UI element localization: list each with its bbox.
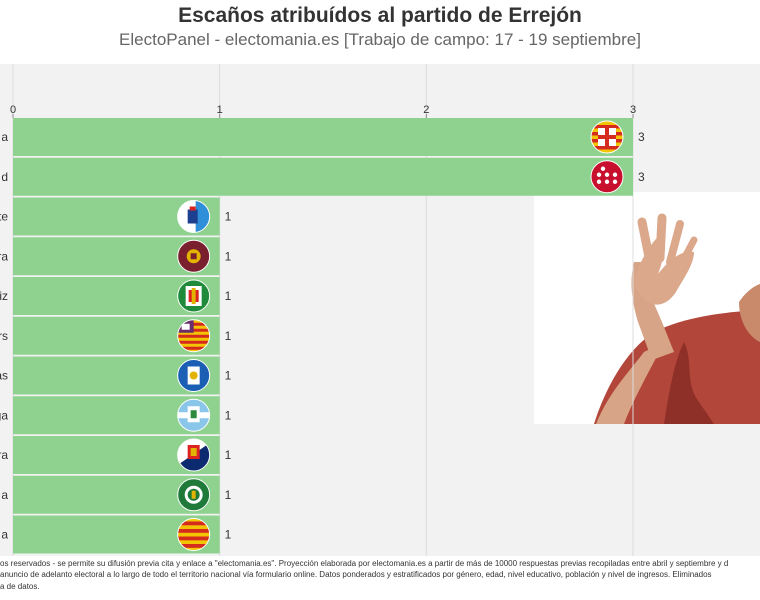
flag-cadiz-icon [177, 279, 211, 313]
bar-chart: 0 1 2 3 a 3 d 3 te 1 ra 1 iz 1 rs 1 as 1 ga 1 ra 1 a 1 a 1 [0, 64, 645, 556]
value-label: 1 [225, 448, 232, 462]
x-tick-label: 3 [630, 104, 636, 116]
category-label: a [1, 528, 8, 542]
category-label: a [1, 488, 8, 502]
category-label: ra [0, 249, 8, 263]
chart-header: Escaños atribuídos al partido de Errejón… [0, 0, 760, 64]
value-label: 1 [225, 289, 232, 303]
category-label: ga [0, 408, 8, 422]
flag-valencia-icon [177, 239, 211, 273]
bars-layer [13, 118, 633, 554]
flag-madrid-icon [590, 160, 624, 194]
value-label: 1 [225, 210, 232, 224]
person-photo-illustration [594, 213, 760, 424]
x-tick-label: 0 [10, 104, 16, 116]
category-label: a [1, 130, 8, 144]
x-tick-label: 2 [423, 104, 429, 116]
flag-sevilla-icon [177, 478, 211, 512]
footer-line-1: os reservados - se permite su difusión p… [0, 559, 729, 568]
value-label: 1 [225, 408, 232, 422]
flag-tenerife-icon [177, 438, 211, 472]
category-label: as [0, 369, 8, 383]
category-label: iz [0, 289, 8, 303]
labels-layer: a 3 d 3 te 1 ra 1 iz 1 rs 1 as 1 ga 1 ra 1 a 1 a 1 [0, 130, 645, 542]
person-photo [534, 192, 760, 424]
x-tick-label: 1 [217, 104, 223, 116]
value-label: 1 [225, 369, 232, 383]
value-label: 1 [225, 329, 232, 343]
footer-line-2: anuncio de adelanto electoral a lo largo… [0, 570, 712, 579]
x-axis-ticks: 0 1 2 3 [10, 104, 636, 118]
chart-title: Escaños atribuídos al partido de Errejón [178, 4, 582, 27]
value-label: 1 [225, 528, 232, 542]
flag-baleares-icon [177, 319, 211, 353]
flag-alicante-icon [177, 200, 211, 233]
category-label: ra [0, 448, 8, 462]
value-label: 3 [638, 170, 645, 184]
category-label: d [1, 170, 8, 184]
bar [13, 157, 633, 196]
flag-barcelona-icon [590, 120, 624, 154]
value-label: 1 [225, 249, 232, 263]
badges-layer [177, 120, 624, 551]
category-label: te [0, 210, 8, 224]
flag-generic-icon [177, 518, 211, 551]
flag-las-palmas-icon [177, 359, 211, 392]
category-label: rs [0, 329, 8, 343]
bar [13, 118, 633, 156]
flag-malaga-icon [177, 398, 211, 432]
chart-footer: os reservados - se permite su difusión p… [0, 556, 760, 600]
footer-line-3: a de datos. [0, 582, 40, 591]
value-label: 1 [225, 488, 232, 502]
value-label: 3 [638, 130, 645, 144]
chart-subtitle: ElectoPanel - electomania.es [Trabajo de… [119, 30, 641, 49]
